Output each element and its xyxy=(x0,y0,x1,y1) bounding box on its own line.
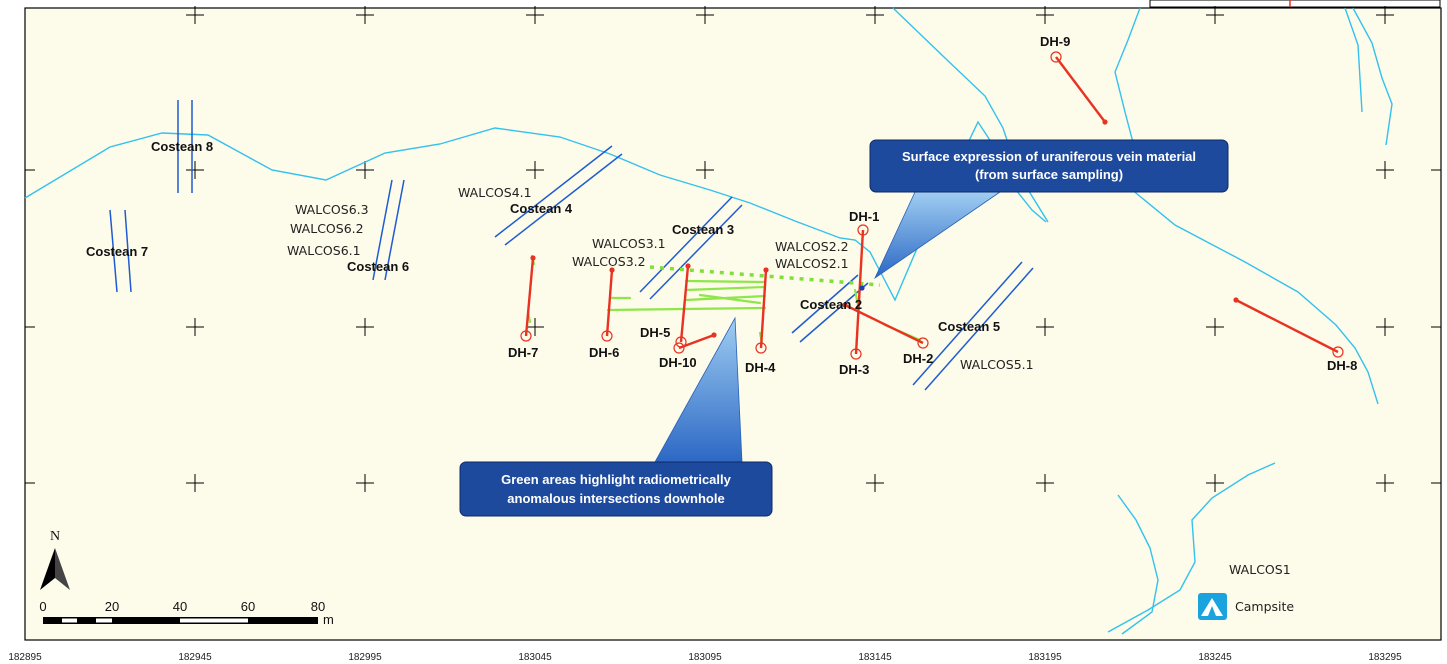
scale-unit: m xyxy=(323,612,334,627)
costean-label: Costean 4 xyxy=(510,201,573,216)
grid-x-label: 183095 xyxy=(688,652,722,663)
sample-label: WALCOS2.2 xyxy=(775,239,849,254)
costean-label: Costean 5 xyxy=(938,319,1000,334)
callout-surface-expression: Surface expression of uraniferous vein m… xyxy=(869,139,1229,280)
creek-ne-3 xyxy=(1344,7,1363,113)
costean-label: Costean 2 xyxy=(800,297,862,312)
creek-main xyxy=(24,120,1047,302)
drillhole-label: DH-2 xyxy=(903,351,933,366)
sample-label: WALCOS6.1 xyxy=(287,243,361,258)
grid-crosses xyxy=(25,6,1441,492)
scale-tick-label: 60 xyxy=(241,599,255,614)
grid-x-label: 183145 xyxy=(858,652,892,663)
callout-box xyxy=(459,461,773,517)
drillhole-label: DH-4 xyxy=(745,360,776,375)
callout-green-areas: Green areas highlight radiometrically an… xyxy=(459,316,773,517)
scale-tick-label: 40 xyxy=(173,599,187,614)
drillhole-label: DH-1 xyxy=(849,209,879,224)
drillhole-label: DH-7 xyxy=(508,345,538,360)
grid-x-label: 182895 xyxy=(8,652,42,663)
drillhole-label: DH-5 xyxy=(640,325,670,340)
drillhole-label: DH-6 xyxy=(589,345,619,360)
grid-x-label: 183195 xyxy=(1028,652,1062,663)
callout-text: Green areas highlight radiometrically xyxy=(501,472,732,487)
scale-tick-label: 0 xyxy=(39,599,46,614)
x-axis-labels: 182895 182945 182995 183045 183095 18314… xyxy=(8,652,1402,663)
sample-label: WALCOS6.3 xyxy=(295,202,369,217)
drillhole-label: DH-10 xyxy=(659,355,697,370)
creeks xyxy=(24,7,1393,635)
drillhole-label: DH-9 xyxy=(1040,34,1070,49)
grid-x-label: 182995 xyxy=(348,652,382,663)
creek-se-2 xyxy=(1117,494,1159,635)
tent-icon xyxy=(1198,593,1227,620)
creek-ne-2 xyxy=(1114,7,1379,405)
callout-text: anomalous intersections downhole xyxy=(507,491,724,506)
sample-label: WALCOS3.1 xyxy=(592,236,666,251)
drillholes xyxy=(520,51,1344,360)
costean-label: Costean 3 xyxy=(672,222,734,237)
creek-ne-4 xyxy=(1352,7,1393,146)
legend-box-fragment xyxy=(1149,0,1441,8)
scale-tick-label: 20 xyxy=(105,599,119,614)
sample-label: WALCOS6.2 xyxy=(290,221,364,236)
callout-text: (from surface sampling) xyxy=(975,167,1123,182)
costean-label: Costean 7 xyxy=(86,244,148,259)
campsite-label: Campsite xyxy=(1235,599,1294,614)
grid-x-label: 183045 xyxy=(518,652,552,663)
grid-x-label: 183245 xyxy=(1198,652,1232,663)
callout-box xyxy=(869,139,1229,193)
drillhole-label: DH-8 xyxy=(1327,358,1357,373)
costean-label: Costean 6 xyxy=(347,259,409,274)
north-arrow-icon: N xyxy=(40,529,70,590)
sample-label: WALCOS2.1 xyxy=(775,256,849,271)
sample-label: WALCOS1 xyxy=(1229,562,1291,577)
scale-tick-label: 80 xyxy=(311,599,325,614)
sample-label: WALCOS5.1 xyxy=(960,357,1034,372)
sample-label: WALCOS3.2 xyxy=(572,254,646,269)
drillhole-label: DH-3 xyxy=(839,362,869,377)
grid-x-label: 182945 xyxy=(178,652,212,663)
costean-label: Costean 8 xyxy=(151,139,213,154)
north-label: N xyxy=(50,529,60,544)
sample-label: WALCOS4.1 xyxy=(458,185,532,200)
callout-text: Surface expression of uraniferous vein m… xyxy=(902,149,1196,164)
campsite-legend: Campsite xyxy=(1198,593,1294,620)
grid-x-label: 183295 xyxy=(1368,652,1402,663)
scale-bar: 0 20 40 60 80 m xyxy=(39,599,333,627)
